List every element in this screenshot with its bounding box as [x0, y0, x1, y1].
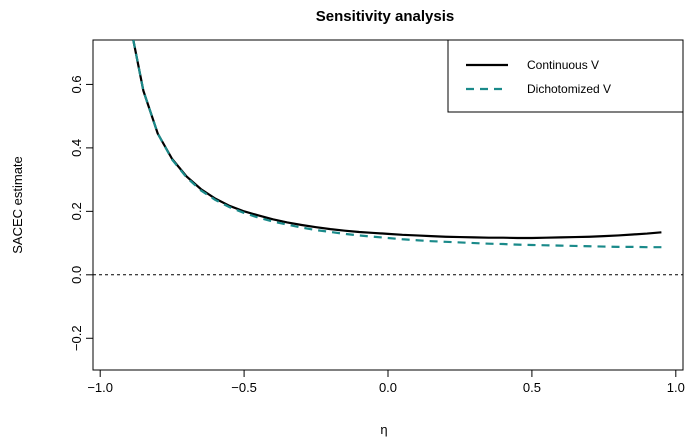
x-tick-label: −1.0: [87, 380, 113, 395]
legend-label-dichotomized: Dichotomized V: [527, 82, 611, 96]
x-tick-label: −0.5: [231, 380, 257, 395]
series-line-continuous: [132, 40, 662, 240]
chart-title: Sensitivity analysis: [316, 8, 454, 25]
x-tick-label: 0.0: [379, 380, 397, 395]
y-axis: −0.2 0.0 0.2 0.4 0.6: [69, 75, 93, 351]
y-tick-label: 0.6: [69, 75, 84, 93]
legend: Continuous V Dichotomized V: [447, 39, 684, 113]
series-layer: [132, 40, 662, 249]
y-tick-label: 0.4: [69, 139, 84, 157]
x-tick-label: 0.5: [523, 380, 541, 395]
y-tick-label: 0.2: [69, 202, 84, 220]
series-line-dichotomized: [132, 40, 662, 249]
legend-label-continuous: Continuous V: [527, 58, 599, 72]
y-tick-label: 0.0: [69, 266, 84, 284]
legend-box: [447, 39, 684, 113]
x-axis: −1.0 −0.5 0.0 0.5 1.0: [87, 370, 685, 395]
x-tick-label: 1.0: [667, 380, 685, 395]
x-axis-label: η: [380, 422, 387, 437]
y-tick-label: −0.2: [69, 325, 84, 351]
y-axis-label: SACEC estimate: [10, 156, 25, 254]
